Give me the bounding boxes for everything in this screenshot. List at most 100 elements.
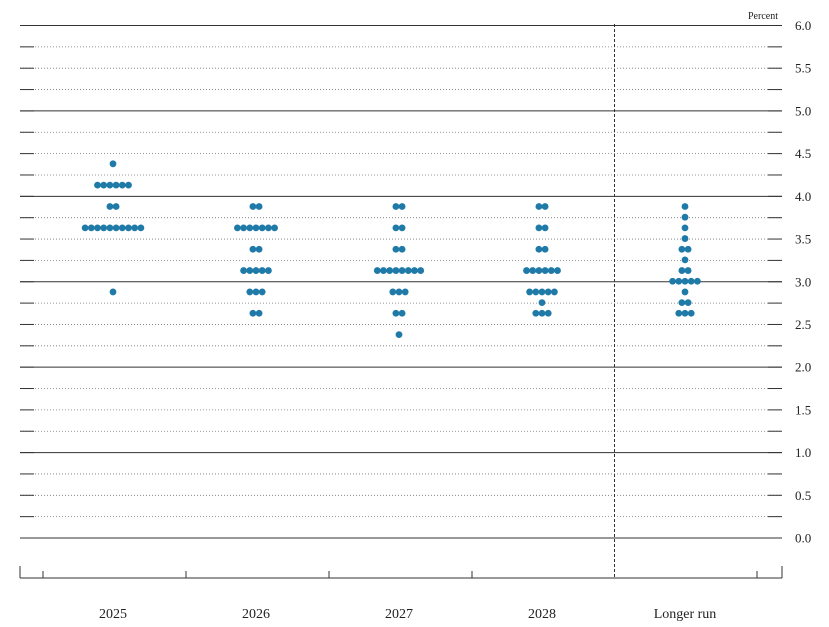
projection-dot [240,224,248,232]
projection-dot [398,267,406,274]
projection-dot [125,181,132,189]
projection-dot [417,267,425,274]
projection-dot [252,288,260,296]
projection-dot [681,224,689,232]
projection-dot [678,267,686,274]
projection-dot [112,203,120,210]
projection-dot [535,267,543,274]
y-tick-label: 3.0 [795,274,811,289]
projection-dot [373,267,381,274]
projection-dot [392,245,400,253]
projection-dot [106,203,114,210]
projection-dot [100,224,108,232]
projection-dot [684,245,692,253]
projection-dot [694,277,701,285]
projection-dot [392,224,400,232]
x-category-label: 2027 [385,607,413,622]
projection-dot [94,181,101,189]
projection-dot [681,235,689,242]
projection-dot [687,277,695,285]
projection-dot [118,181,126,189]
y-tick-label: 5.0 [795,103,811,118]
projection-dot [109,288,117,296]
axes [19,24,783,579]
projection-dot [106,224,114,232]
y-tick-label: 0.5 [795,488,811,503]
projection-dot [554,267,561,274]
projection-dot [246,224,254,232]
y-tick-label: 2.0 [795,360,811,375]
projection-dot [392,203,400,210]
y-tick-label: 1.5 [795,402,811,417]
projection-dot [678,245,686,253]
projection-dot [240,267,248,274]
projection-dot [265,224,272,232]
projection-dot [532,288,540,296]
projection-dot [538,299,546,307]
projection-dot [249,309,257,317]
y-tick-label: 1.0 [795,445,811,460]
projection-dot [252,224,260,232]
projection-dot [118,224,126,232]
projection-dot [100,181,108,189]
projection-dot [398,224,406,232]
projection-dot [401,288,409,296]
projection-dot [249,203,257,210]
projection-dot [389,288,397,296]
projection-dot [392,309,400,317]
projection-dot [684,299,692,307]
projection-dot [106,181,114,189]
projection-dot [398,309,406,317]
projection-dot [681,277,689,285]
projection-dot [532,309,540,317]
projection-dot [544,309,552,317]
projection-dot [395,331,403,339]
projection-dot [544,288,552,296]
projection-dot [271,224,278,232]
projection-dot [87,224,95,232]
projection-dot [538,288,546,296]
dots [81,160,701,339]
projection-dot [252,267,260,274]
projection-dot [380,267,387,274]
projection-dot [547,267,555,274]
projection-dot [684,267,692,274]
projection-dot [112,181,120,189]
projection-dot [541,245,549,253]
projection-dot [681,256,689,264]
x-category-label: 2026 [242,607,270,622]
projection-dot [681,309,689,317]
projection-dot [541,224,549,232]
x-category-label: 2028 [528,607,556,622]
projection-dot [529,267,537,274]
projection-dot [258,267,266,274]
projection-dot [258,288,266,296]
y-tick-label: 2.5 [795,317,811,332]
projection-dot [675,277,683,285]
projection-dot [398,203,406,210]
x-category-label: 2025 [99,607,127,622]
projection-dot [395,288,403,296]
projection-dot [386,267,394,274]
projection-dot [246,288,254,296]
projection-dot [392,267,400,274]
projection-dot [258,224,266,232]
projection-dot [411,267,418,274]
projection-dot [523,267,530,274]
projection-dot [131,224,139,232]
projection-dot [249,245,257,253]
projection-dot [675,309,683,317]
y-tick-label: 3.5 [795,232,811,247]
projection-dot [681,213,689,221]
projection-dot [551,288,558,296]
y-tick-label: 4.5 [795,146,811,161]
projection-dot [234,224,241,232]
projection-dot [538,309,546,317]
projection-dot [81,224,89,232]
projection-dot [265,267,272,274]
unit-label: Percent [748,11,778,22]
y-tick-label: 0.0 [795,531,811,546]
projection-dot [398,245,406,253]
projection-dot [541,267,549,274]
projection-dot [137,224,145,232]
